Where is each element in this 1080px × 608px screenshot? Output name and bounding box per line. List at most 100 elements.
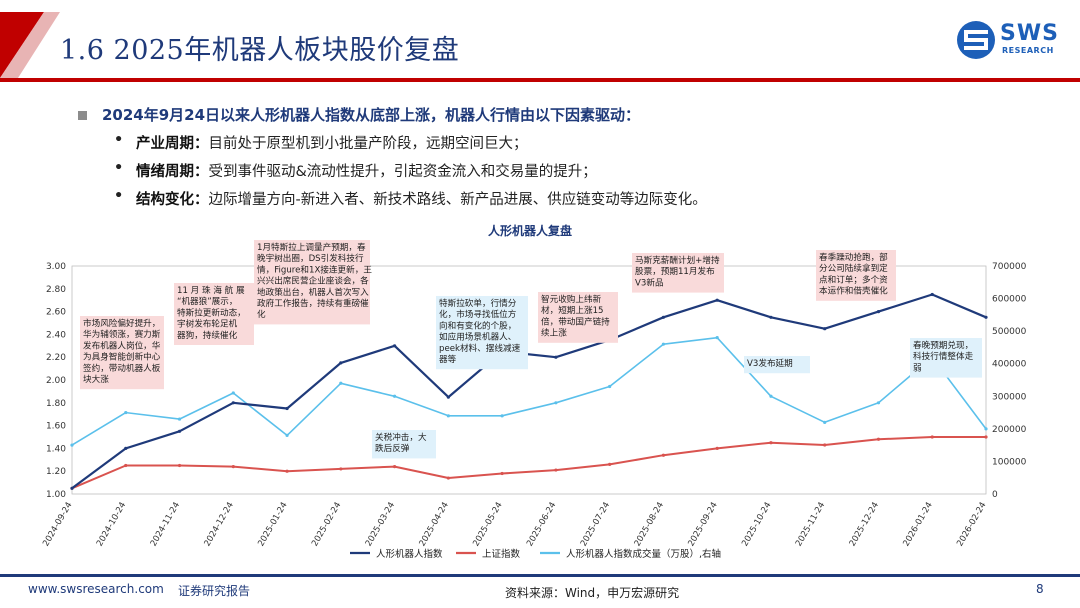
y-tick-label: 1.00 <box>46 490 66 500</box>
dot-bullet-icon: • <box>114 188 124 204</box>
annotation-text: 宇树发布轮足机 <box>177 318 238 330</box>
series-point <box>124 410 128 415</box>
annotation-text: 兴兴出席民营企业座谈会，各 <box>257 275 369 287</box>
annotation-box <box>744 356 810 374</box>
x-tick-label: 2025-11-24 <box>794 501 827 549</box>
bullet-item-body: 边际增量方向-新进入者、新技术路线、新产品进展、供应链变动等边际变化。 <box>208 192 707 208</box>
series-point <box>339 361 343 365</box>
series-point <box>715 298 719 302</box>
bullet-item-key: 情绪周期： <box>136 164 209 180</box>
bullet-item-text: 结构变化：边际增量方向-新进入者、新技术路线、新产品进展、供应链变动等边际变化。 <box>136 188 707 209</box>
y-tick-label: 2.60 <box>46 308 66 318</box>
x-tick-label: 2025-07-24 <box>579 501 612 549</box>
annotation-text: 情，Figure和1X接连更新，王 <box>257 263 372 275</box>
annotation-box <box>816 250 896 301</box>
series-point <box>823 420 827 424</box>
chart-annotation: 市场风险偏好提升，华为辅领涨，赛力斯发布机器人岗位，华为具身智能创新中心签约，带… <box>80 316 164 390</box>
annotation-text: 如应用场景机器人、 <box>439 331 516 343</box>
y-tick-label: 2.00 <box>46 376 66 386</box>
page-number: 8 <box>1036 582 1044 596</box>
header-accent <box>0 12 60 78</box>
series-point <box>285 433 289 437</box>
annotation-text: 本运作和借壳催化 <box>819 285 888 297</box>
y-tick-label: 2.80 <box>46 285 66 295</box>
annotation-text: 11 月 珠 海 航 展 <box>177 284 245 296</box>
series-point <box>715 446 719 450</box>
x-tick-label: 2024-12-24 <box>203 501 236 549</box>
annotation-text: V3发布延期 <box>747 357 793 369</box>
chart-annotations: 市场风险偏好提升，华为辅领涨，赛力斯发布机器人岗位，华为具身智能创新中心签约，带… <box>80 240 982 459</box>
x-tick-label: 2024-09-24 <box>41 501 74 549</box>
y2-tick-label: 500000 <box>992 327 1027 337</box>
y2-tick-label: 400000 <box>992 360 1027 370</box>
chart-series <box>70 292 988 490</box>
series-point <box>500 414 504 418</box>
series-point <box>984 427 988 431</box>
series-point <box>285 469 289 473</box>
annotation-box <box>910 338 982 378</box>
annotation-text: 春晚预期兑现， <box>913 339 973 351</box>
chart-annotation: V3发布延期 <box>744 356 810 374</box>
series-point <box>500 471 504 476</box>
annotation-text: 发布机器人岗位，华 <box>83 339 161 351</box>
annotation-box <box>372 430 436 459</box>
annotation-box <box>254 240 370 325</box>
legend-label: 人形机器人指数成交量（万股）,右轴 <box>566 548 721 560</box>
x-tick-label: 2024-10-24 <box>95 501 128 549</box>
annotation-text: 化，市场寻找低位方 <box>439 308 517 320</box>
series-point <box>876 401 881 405</box>
series-point <box>231 391 235 395</box>
series-point <box>285 406 289 411</box>
footer-website[interactable]: www.swsresearch.com <box>28 582 164 596</box>
legend-label: 上证指数 <box>482 548 521 560</box>
series-point <box>554 468 558 472</box>
square-bullet-icon <box>78 111 87 120</box>
y-tick-label: 1.40 <box>46 444 66 454</box>
annotation-text: 器等 <box>439 353 457 365</box>
bullet-item-text: 情绪周期：受到事件驱动&流动性提升，引起资金流入和交易量的提升； <box>136 160 597 181</box>
series-point <box>231 401 235 405</box>
annotation-text: 地政策出台，机器人首次写入 <box>257 286 369 298</box>
y-tick-label: 3.00 <box>46 262 66 272</box>
annotation-text: 器狗，持续催化 <box>177 329 238 341</box>
series-point <box>124 446 128 450</box>
sws-logo-text: SWS <box>1000 21 1059 46</box>
series-line-1 <box>71 436 986 490</box>
annotation-text: 签约，带动机器人板 <box>83 362 161 374</box>
bullet-item-body: 目前处于原型机到小批量产阶段，远期空间巨大； <box>208 136 528 152</box>
annotation-text: 1月特斯拉上调量产预期，春 <box>257 241 366 253</box>
bullet-main: 2024年9月24日以来人形机器人指数从底部上涨，机器人行情由以下因素驱动： <box>78 104 1058 132</box>
y2-tick-label: 600000 <box>992 295 1027 305</box>
series-point <box>392 344 397 348</box>
series-point <box>554 401 558 405</box>
series-point <box>769 315 773 319</box>
footer-report-type: 证券研究报告 <box>178 584 251 598</box>
bullet-item-key: 结构变化： <box>136 192 209 208</box>
sws-logo-icon <box>957 21 995 59</box>
y2-tick-label: 100000 <box>992 457 1027 467</box>
annotation-text: 春季躁动抢跑，部 <box>819 251 888 263</box>
annotation-text: 关税冲击，大 <box>375 431 427 443</box>
series-point <box>876 310 881 314</box>
series-point <box>339 467 343 471</box>
x-tick-label: 2026-02-24 <box>955 501 988 549</box>
series-point <box>446 476 450 480</box>
dot-bullet-icon: • <box>114 160 124 176</box>
annotation-text: 续上涨 <box>541 327 567 339</box>
y-tick-label: 1.60 <box>46 422 66 432</box>
chart-annotation: 1月特斯拉上调量产预期，春晚宇树出圈，DS引发科技行情，Figure和1X接连更… <box>254 240 372 325</box>
annotation-text: 点和订单；多个资 <box>819 273 888 285</box>
x-tick-label: 2024-11-24 <box>149 501 182 549</box>
series-point <box>876 437 881 441</box>
bullet-item-body: 受到事件驱动&流动性提升，引起资金流入和交易量的提升； <box>208 164 597 180</box>
annotation-text: 分公司陆续拿到定 <box>819 262 888 274</box>
annotation-text: 晚宇树出圈，DS引发科技行 <box>257 252 364 264</box>
footer-source: 资料来源：Wind，申万宏源研究 <box>505 586 680 600</box>
series-point <box>984 315 988 319</box>
y-tick-label: 2.40 <box>46 330 66 340</box>
series-point <box>177 429 182 433</box>
